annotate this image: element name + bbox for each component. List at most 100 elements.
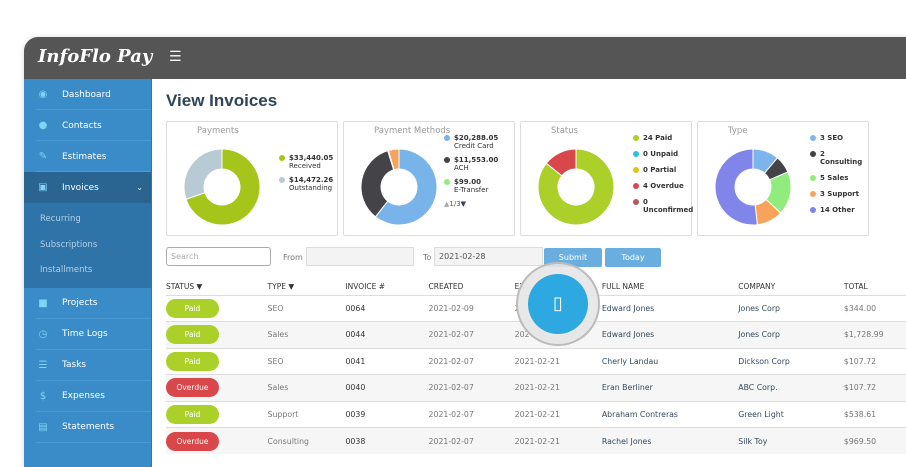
legend-item[interactable]: $20,288.05 Credit Card: [444, 134, 498, 150]
sidebar-item-label: Projects: [62, 298, 98, 308]
legend-item[interactable]: 0 Unpaid: [633, 150, 693, 158]
table-cell: 0040: [345, 374, 429, 401]
table-row[interactable]: Overdue Consulting 0038 2021-02-07 2021-02-2…: [166, 427, 906, 454]
table-cell: Jones Corp: [738, 294, 844, 322]
legend-item[interactable]: 14 Other: [810, 206, 868, 214]
column-header[interactable]: TYPE ▼: [267, 281, 295, 291]
from-date-input[interactable]: [306, 247, 414, 266]
table-cell: 0064: [345, 294, 429, 322]
table-cell: Support: [267, 400, 346, 428]
sidebar-item-label: Statements: [62, 422, 115, 432]
table-row[interactable]: Paid SEO 0041 2021-02-07 2021-02-21 Cherly La…: [166, 347, 906, 375]
sidebar-item-statements[interactable]: ▤ Statements: [24, 412, 151, 443]
search-input[interactable]: Search: [166, 247, 271, 266]
legend-item[interactable]: 2 Consulting: [810, 150, 868, 166]
to-label: To: [423, 253, 432, 262]
legend-item[interactable]: $11,553.00 ACH: [444, 156, 498, 172]
submenu-item-installments[interactable]: Installments: [40, 265, 93, 275]
table-cell: 2021-02-07: [428, 321, 515, 348]
donut-slice[interactable]: [183, 148, 223, 200]
column-header[interactable]: CREATED: [428, 281, 464, 291]
chevron-down-icon: ⌄: [136, 183, 143, 192]
status-badge: Overdue: [166, 378, 219, 398]
table-cell: $538.61: [843, 400, 906, 428]
donut-slice[interactable]: [360, 150, 395, 218]
invoices-submenu: Recurring Subscriptions Installments: [24, 203, 151, 288]
legend-item[interactable]: $14,472.26 Outstanding: [279, 176, 333, 192]
sidebar-item-dashboard[interactable]: ◉ Dashboard: [24, 79, 151, 110]
legend-item[interactable]: 3 Support: [810, 190, 868, 198]
column-header[interactable]: STATUS ▼: [166, 281, 203, 291]
chart-card-type: Type 3 SEO 2 Consulting 5 Sales 3 Support 14 …: [697, 121, 869, 236]
table-cell: 0044: [345, 321, 429, 348]
list-icon: ☰: [38, 359, 48, 371]
legend-item[interactable]: $33,440.05 Received: [279, 154, 333, 170]
from-label: From: [283, 253, 303, 262]
table-cell: 2021-02-21: [514, 400, 602, 428]
table-cell: Edward Jones: [601, 294, 739, 322]
sidebar-item-tasks[interactable]: ☰ Tasks: [24, 350, 151, 381]
legend-item[interactable]: $99.00 E-Transfer: [444, 178, 498, 194]
donut-chart: [360, 148, 438, 226]
sidebar-item-projects[interactable]: ■ Projects: [24, 288, 151, 319]
sidebar: ◉ Dashboard ● Contacts ✎ Estimates ▣ Invoices ⌄ R…: [24, 79, 152, 467]
sidebar-item-time-logs[interactable]: ◷ Time Logs: [24, 319, 151, 350]
legend-item[interactable]: 0 Unconfirmed: [633, 198, 693, 214]
table-cell: Dickson Corp: [738, 347, 844, 375]
hamburger-icon[interactable]: ☰: [169, 49, 182, 65]
legend-pager[interactable]: ▲1/3▼: [444, 200, 467, 208]
table-cell: $969.50: [843, 427, 906, 454]
legend-item[interactable]: 3 SEO: [810, 134, 868, 142]
legend-item[interactable]: 5 Sales: [810, 174, 868, 182]
table-cell: Cherly Landau: [601, 347, 739, 375]
table-cell: 2021-02-07: [428, 427, 515, 454]
donut-slice[interactable]: [374, 148, 438, 226]
table-cell: 2021-02-07: [428, 400, 515, 428]
chart-legend: $20,288.05 Credit Card $11,553.00 ACH $99.00…: [444, 134, 498, 208]
to-date-input[interactable]: 2021-02-28: [434, 247, 543, 266]
donut-slice[interactable]: [545, 148, 577, 177]
touch-indicator: ▯: [516, 262, 600, 346]
table-cell: 2021-02-21: [514, 427, 602, 454]
status-badge: Paid: [166, 351, 219, 371]
legend-item[interactable]: 24 Paid: [633, 134, 693, 142]
table-cell: Edward Jones: [601, 321, 739, 348]
chart-legend: $33,440.05 Received $14,472.26 Outstanding: [279, 154, 333, 198]
sidebar-item-contacts[interactable]: ● Contacts: [24, 110, 151, 141]
legend-item[interactable]: 4 Overdue: [633, 182, 693, 190]
sidebar-item-expenses[interactable]: $ Expenses: [24, 381, 151, 412]
sidebar-item-invoices[interactable]: ▣ Invoices ⌄: [24, 172, 151, 203]
donut-slice[interactable]: [185, 148, 261, 226]
logo: InfoFlo Pay: [38, 46, 153, 67]
table-row[interactable]: Overdue Sales 0040 2021-02-07 2021-02-21 Eran…: [166, 374, 906, 401]
pencil-icon: ✎: [38, 151, 48, 162]
legend-item[interactable]: 0 Partial: [633, 166, 693, 174]
touch-indicator-icon: ▯: [528, 274, 588, 334]
app-window: InfoFlo Pay ☰ ◉ Dashboard ● Contacts ✎ Estima…: [24, 37, 906, 467]
sidebar-item-label: Contacts: [62, 120, 102, 131]
table-cell: SEO: [267, 347, 346, 375]
donut-slice[interactable]: [537, 148, 615, 226]
submenu-item-recurring[interactable]: Recurring: [40, 214, 81, 224]
donut-slice[interactable]: [714, 148, 758, 226]
column-header[interactable]: FULL NAME: [601, 281, 645, 291]
table-cell: $344.00: [843, 294, 906, 322]
table-cell: 0038: [345, 427, 429, 454]
column-header[interactable]: COMPANY: [738, 281, 776, 291]
sidebar-item-estimates[interactable]: ✎ Estimates: [24, 141, 151, 172]
submenu-item-subscriptions[interactable]: Subscriptions: [40, 239, 98, 250]
donut-slice[interactable]: [387, 148, 400, 171]
column-header[interactable]: TOTAL: [843, 281, 868, 291]
today-button[interactable]: Today: [605, 248, 661, 267]
table-cell: Silk Toy: [738, 427, 844, 454]
sidebar-item-label: Time Logs: [62, 329, 108, 339]
chart-card-payment-methods: Payment Methods $20,288.05 Credit Card $11,…: [343, 121, 515, 236]
status-badge: Paid: [166, 325, 219, 345]
sidebar-item-label: Invoices: [62, 182, 99, 193]
table-cell: $107.72: [843, 347, 906, 375]
table-row[interactable]: Paid Sales 0044 2021-02-07 202 Edward Jones Jo…: [166, 321, 906, 348]
money-icon: ▣: [38, 182, 48, 193]
briefcase-icon: ■: [38, 297, 48, 309]
table-row[interactable]: Paid Support 0039 2021-02-07 2021-02-21 Abrah…: [166, 400, 906, 428]
column-header[interactable]: INVOICE #: [345, 281, 386, 291]
